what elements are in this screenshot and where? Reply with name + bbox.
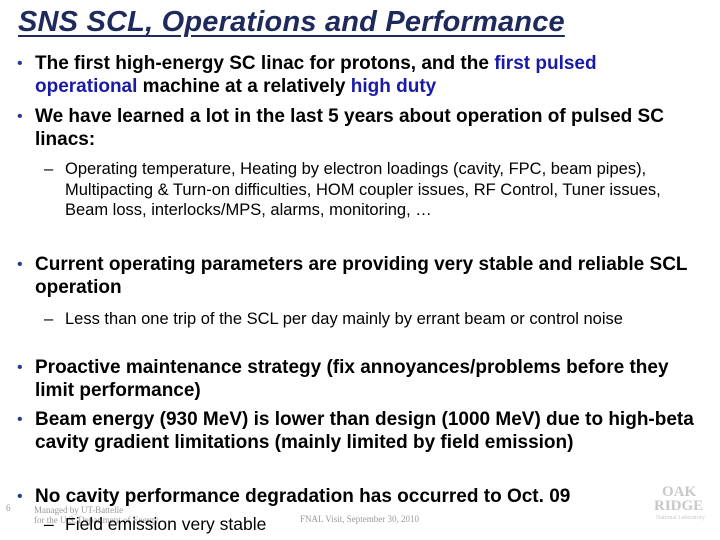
- footer-event: FNAL Visit, September 30, 2010: [300, 514, 419, 524]
- bullet-dot-icon: •: [17, 55, 23, 72]
- bullet-dot-icon: •: [17, 411, 23, 428]
- sub-bullet-3-text: Field emission very stable: [65, 514, 267, 534]
- bullet-5: • Beam energy (930 MeV) is lower than de…: [17, 408, 712, 454]
- slide-number: 6: [6, 503, 11, 513]
- logo-word-lab: National Laboratory: [656, 515, 705, 521]
- sub-bullet-3: – Field emission very stable: [44, 514, 694, 535]
- logo-word-ridge: RIDGE: [654, 498, 704, 514]
- bullet-3: • Current operating parameters are provi…: [17, 253, 712, 299]
- logo-word-oak: OAK: [662, 484, 697, 500]
- highlight-first-pulsed: first pulsed: [494, 53, 597, 74]
- dash-icon: –: [44, 160, 54, 178]
- bullet-6: • No cavity performance degradation has …: [17, 485, 712, 508]
- highlight-operational: operational: [35, 76, 138, 97]
- bullet-4-text: Proactive maintenance strategy (fix anno…: [35, 357, 669, 401]
- bullet-dot-icon: •: [17, 359, 23, 376]
- dash-icon: –: [44, 514, 54, 534]
- sub-bullet-1-text: Operating temperature, Heating by electr…: [65, 160, 661, 219]
- sub-bullet-2-text: Less than one trip of the SCL per day ma…: [65, 310, 623, 328]
- sub-bullet-1: – Operating temperature, Heating by elec…: [44, 159, 694, 221]
- page-title: SNS SCL, Operations and Performance: [18, 6, 565, 38]
- highlight-high-duty: high duty: [350, 76, 437, 97]
- sub-bullet-2: – Less than one trip of the SCL per day …: [44, 309, 694, 330]
- footer-managed-by: Managed by UT-Battelle: [34, 505, 124, 515]
- bullet-2: • We have learned a lot in the last 5 ye…: [17, 105, 712, 151]
- bullet-2-text: We have learned a lot in the last 5 year…: [35, 106, 664, 150]
- oak-ridge-logo: OAK RIDGE National Laboratory: [646, 484, 716, 526]
- bullet-dot-icon: •: [17, 108, 23, 125]
- bullet-dot-icon: •: [17, 256, 23, 273]
- bullet-4: • Proactive maintenance strategy (fix an…: [17, 356, 712, 402]
- dash-icon: –: [44, 310, 54, 328]
- bullet-5-text: Beam energy (930 MeV) is lower than desi…: [35, 409, 694, 453]
- footer-department: for the U.S. Department of Energy: [34, 515, 159, 525]
- bullet-3-text: Current operating parameters are providi…: [35, 254, 688, 298]
- bullet-1: • The first high-energy SC linac for pro…: [17, 52, 712, 98]
- bullet-dot-icon: •: [17, 488, 23, 505]
- bullet-6-text: No cavity performance degradation has oc…: [35, 486, 571, 507]
- bullet-1-text: The first high-energy SC linac for proto…: [35, 53, 597, 97]
